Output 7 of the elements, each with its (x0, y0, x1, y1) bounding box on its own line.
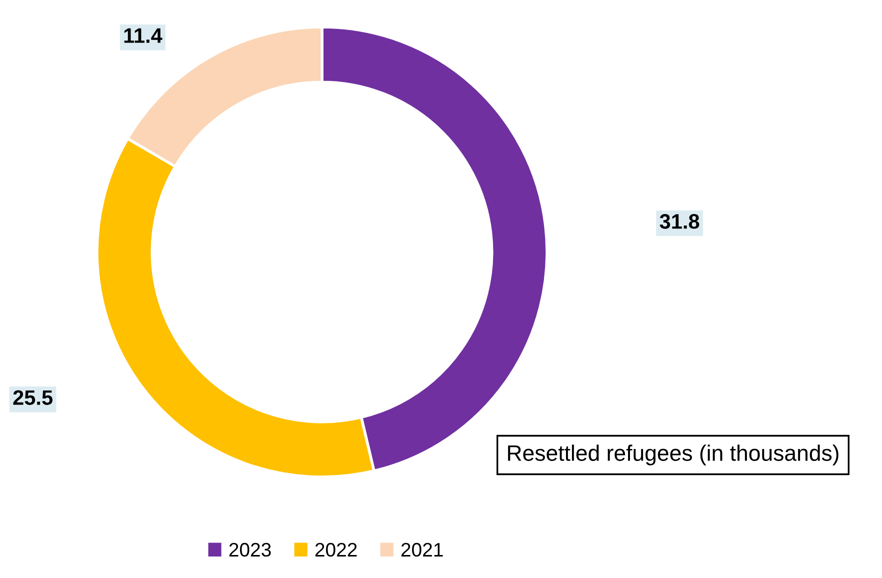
legend-label: 2023 (229, 542, 271, 557)
data-label: 11.4 (124, 28, 162, 43)
text: Resettled refugees (in thousands) (508, 444, 838, 466)
data-label: 25.5 (13, 390, 52, 405)
legend-label: 2022 (315, 542, 357, 557)
data-label: 31.8 (660, 214, 700, 229)
legend-label: 2021 (401, 542, 443, 557)
